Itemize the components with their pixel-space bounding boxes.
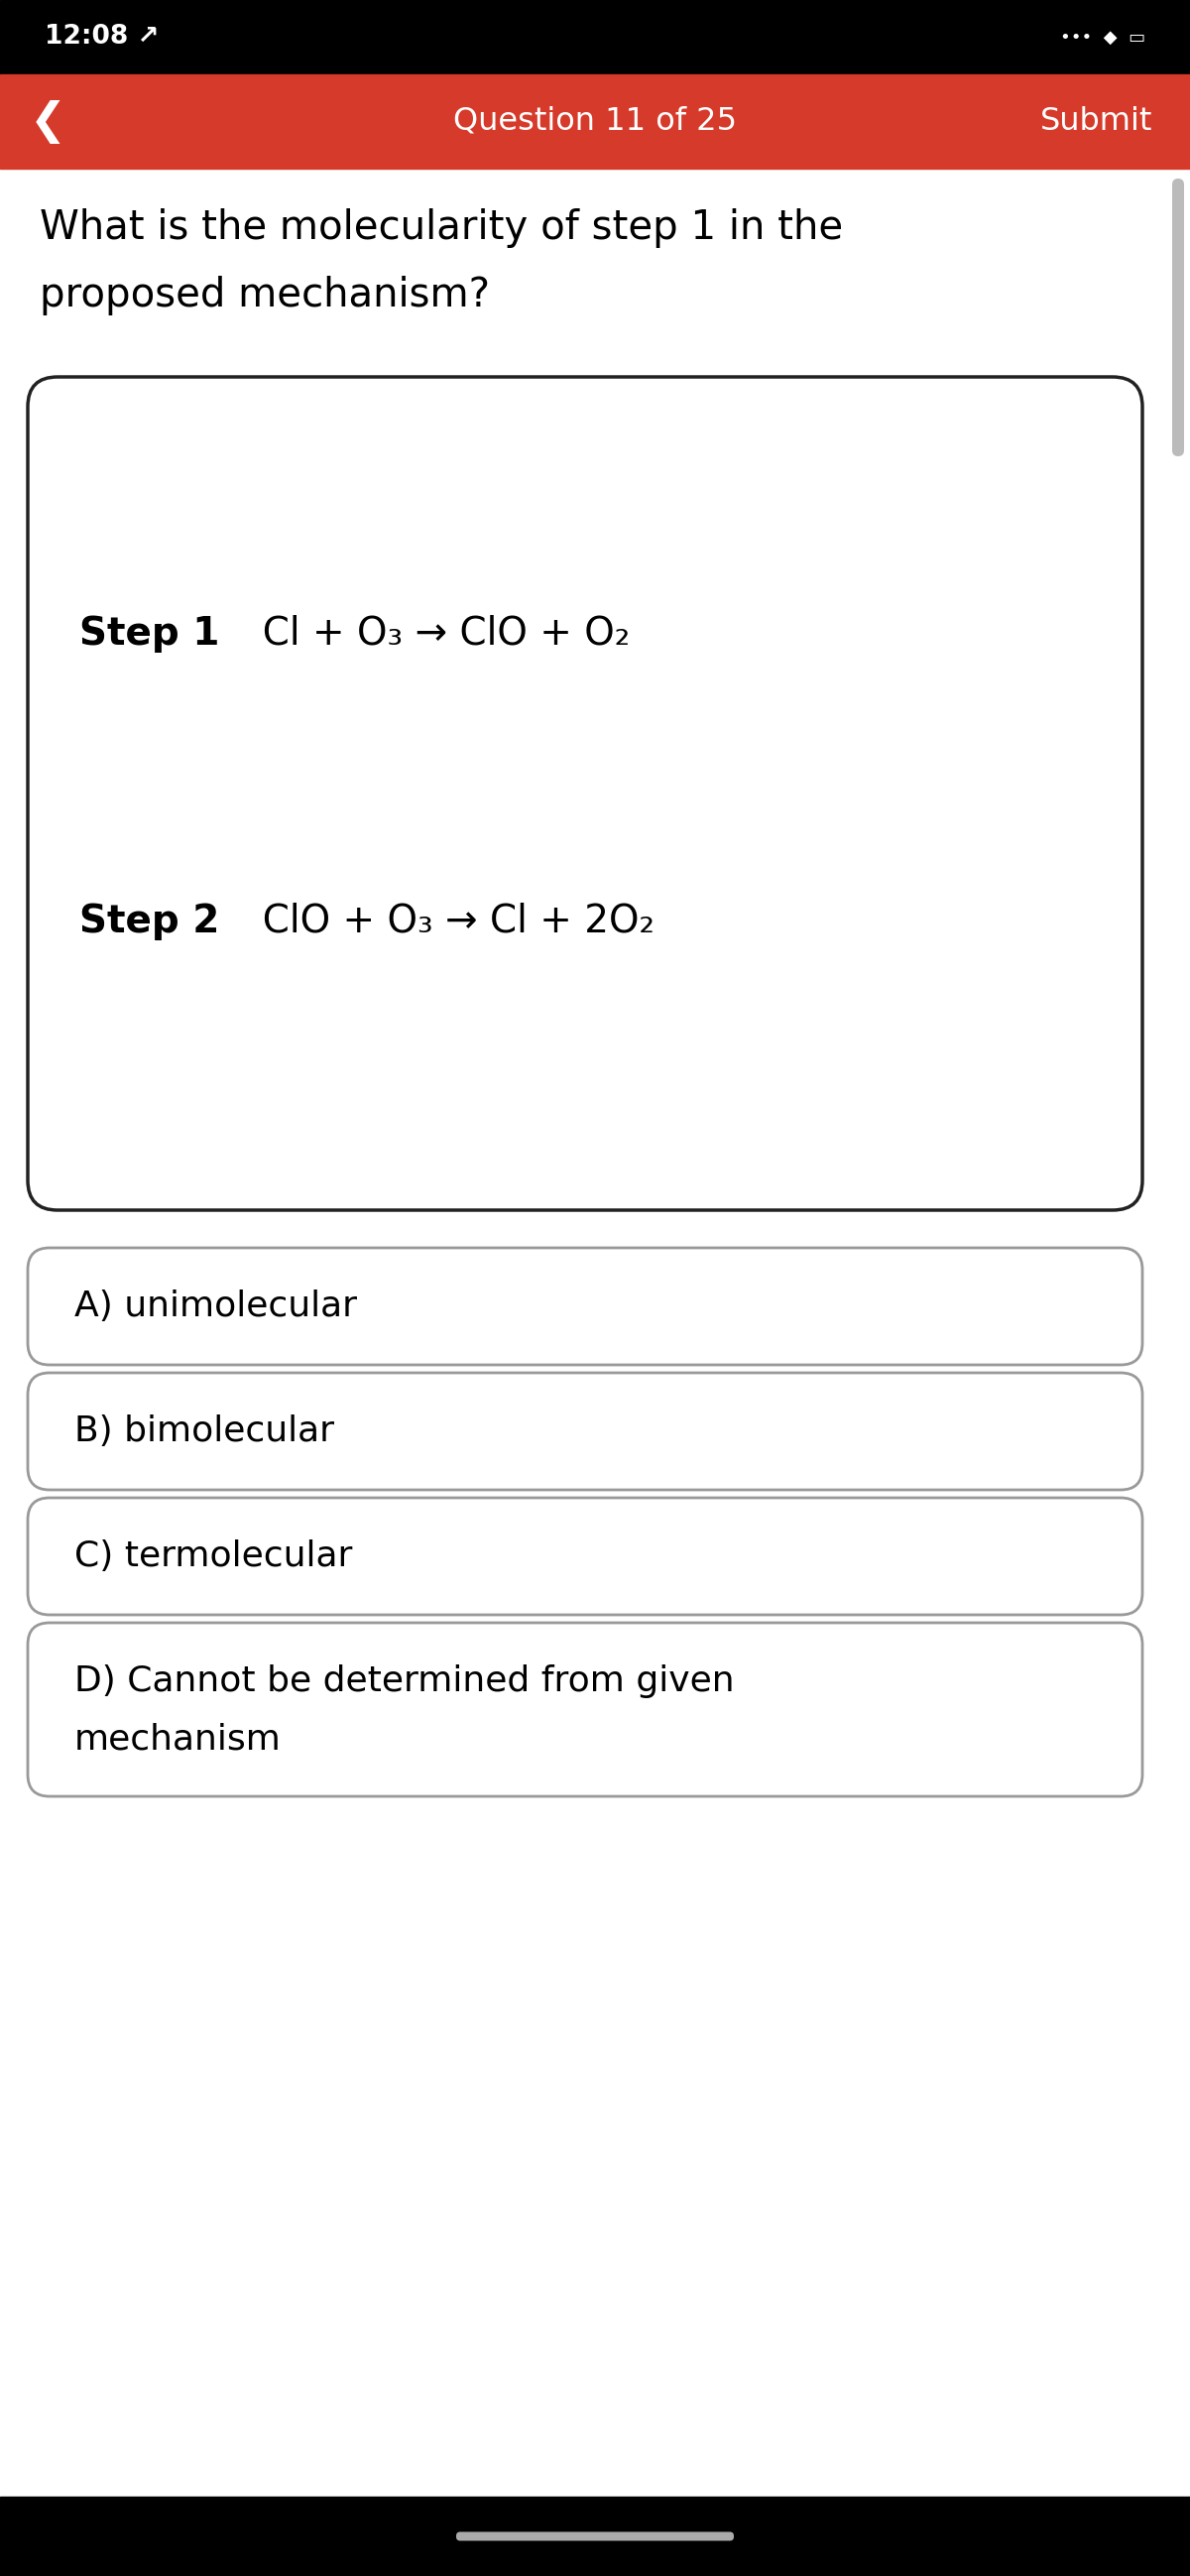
Text: C) termolecular: C) termolecular — [74, 1540, 352, 1574]
Text: Step 1: Step 1 — [80, 616, 219, 652]
FancyBboxPatch shape — [27, 1497, 1142, 1615]
FancyBboxPatch shape — [27, 1623, 1142, 1795]
Text: proposed mechanism?: proposed mechanism? — [39, 276, 490, 314]
Bar — [0, 2496, 1190, 2576]
Text: B) bimolecular: B) bimolecular — [74, 1414, 334, 1448]
FancyBboxPatch shape — [27, 1373, 1142, 1489]
Text: mechanism: mechanism — [74, 1721, 282, 1757]
Text: ❮: ❮ — [30, 100, 67, 144]
Bar — [0, 0, 1190, 75]
Text: Cl + O₃ → ClO + O₂: Cl + O₃ → ClO + O₂ — [238, 616, 630, 652]
Bar — [0, 75, 1190, 167]
Text: D) Cannot be determined from given: D) Cannot be determined from given — [74, 1664, 734, 1698]
FancyBboxPatch shape — [1172, 178, 1184, 456]
Text: •••  ◆  ▭: ••• ◆ ▭ — [1060, 28, 1145, 46]
Text: Submit: Submit — [1040, 106, 1152, 137]
Text: ClO + O₃ → Cl + 2O₂: ClO + O₃ → Cl + 2O₂ — [238, 902, 654, 940]
Text: What is the molecularity of step 1 in the: What is the molecularity of step 1 in th… — [39, 209, 843, 247]
Text: Step 2: Step 2 — [80, 902, 219, 940]
Text: 12:08 ↗: 12:08 ↗ — [45, 23, 159, 49]
Text: A) unimolecular: A) unimolecular — [74, 1291, 357, 1324]
FancyBboxPatch shape — [27, 376, 1142, 1211]
FancyBboxPatch shape — [456, 2532, 734, 2540]
FancyBboxPatch shape — [27, 1247, 1142, 1365]
Text: Question 11 of 25: Question 11 of 25 — [453, 106, 737, 137]
